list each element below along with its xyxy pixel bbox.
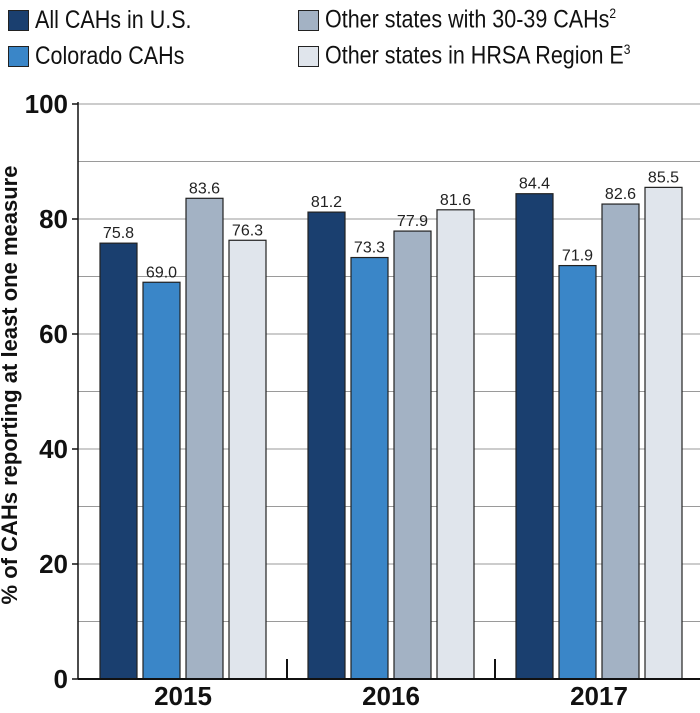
labels-group: 0 20 40 60 80 100 75.8 69.0 83.6 76.3 2015 81.2 73.3…	[25, 89, 680, 711]
x-category-label-2017: 2017	[570, 681, 628, 711]
y-tick-label-20: 20	[39, 549, 68, 579]
legend-swatch-colorado	[8, 45, 29, 67]
axes	[72, 102, 700, 680]
x-category-label-2016: 2016	[362, 681, 420, 711]
value-label-2015-series-1: 75.8	[103, 225, 134, 242]
value-label-2017-series-3: 82.6	[605, 186, 636, 203]
bars-group	[99, 186, 683, 680]
value-label-2017-series-2: 71.9	[562, 248, 593, 265]
value-label-2016-series-3: 77.9	[397, 213, 428, 230]
value-label-2016-series-4: 81.6	[440, 192, 471, 209]
legend-label-hrsa-region-e: Other states in HRSA Region E3	[325, 41, 631, 70]
legend-item-other-states-30-39: Other states with 30-39 CAHs2	[298, 5, 664, 35]
legend-swatch-all-cahs	[8, 9, 29, 31]
bar-2017-series-2	[558, 264, 597, 680]
legend-swatch-hrsa-region-e	[298, 45, 319, 67]
bar-2017-series-4	[644, 186, 683, 680]
y-tick-label-80: 80	[39, 204, 68, 234]
y-tick-label-100: 100	[25, 89, 68, 119]
bar-2015-series-3	[185, 197, 224, 680]
y-tick-label-0: 0	[54, 664, 68, 694]
bar-2017-series-1	[515, 193, 554, 680]
x-category-label-2015: 2015	[154, 681, 212, 711]
legend-footnote-2: 2	[609, 5, 617, 22]
legend-item-all-cahs: All CAHs in U.S.	[8, 5, 217, 35]
legend-label-other-states-30-39: Other states with 30-39 CAHs2	[325, 5, 617, 34]
bar-2017-series-3	[601, 203, 640, 680]
legend-item-colorado: Colorado CAHs	[8, 41, 209, 71]
value-label-2017-series-4: 85.5	[648, 169, 679, 186]
y-tick-label-40: 40	[39, 434, 68, 464]
value-label-2015-series-4: 76.3	[232, 222, 263, 239]
bar-2015-series-4	[228, 239, 267, 680]
value-label-2015-series-2: 69.0	[146, 264, 177, 281]
bar-2016-series-2	[350, 256, 389, 680]
y-tick-label-60: 60	[39, 319, 68, 349]
bar-2015-series-1	[99, 242, 138, 680]
bar-2016-series-3	[393, 230, 432, 680]
value-label-2016-series-2: 73.3	[354, 240, 385, 257]
y-axis-title: % of CAHs reporting at least one measure	[0, 166, 22, 605]
bar-2015-series-2	[142, 281, 181, 680]
chart-legend: All CAHs in U.S. Colorado CAHs Other sta…	[0, 0, 700, 80]
value-label-2017-series-1: 84.4	[519, 176, 550, 193]
legend-item-hrsa-region-e: Other states in HRSA Region E3	[298, 41, 680, 71]
bar-2016-series-1	[307, 211, 346, 680]
value-label-2016-series-1: 81.2	[311, 194, 342, 211]
legend-footnote-3: 3	[623, 41, 631, 58]
legend-label-all-cahs: All CAHs in U.S.	[35, 5, 192, 34]
bar-2016-series-4	[436, 209, 475, 680]
legend-label-colorado: Colorado CAHs	[35, 41, 185, 70]
value-label-2015-series-3: 83.6	[189, 180, 220, 197]
legend-swatch-other-states-30-39	[298, 9, 319, 31]
